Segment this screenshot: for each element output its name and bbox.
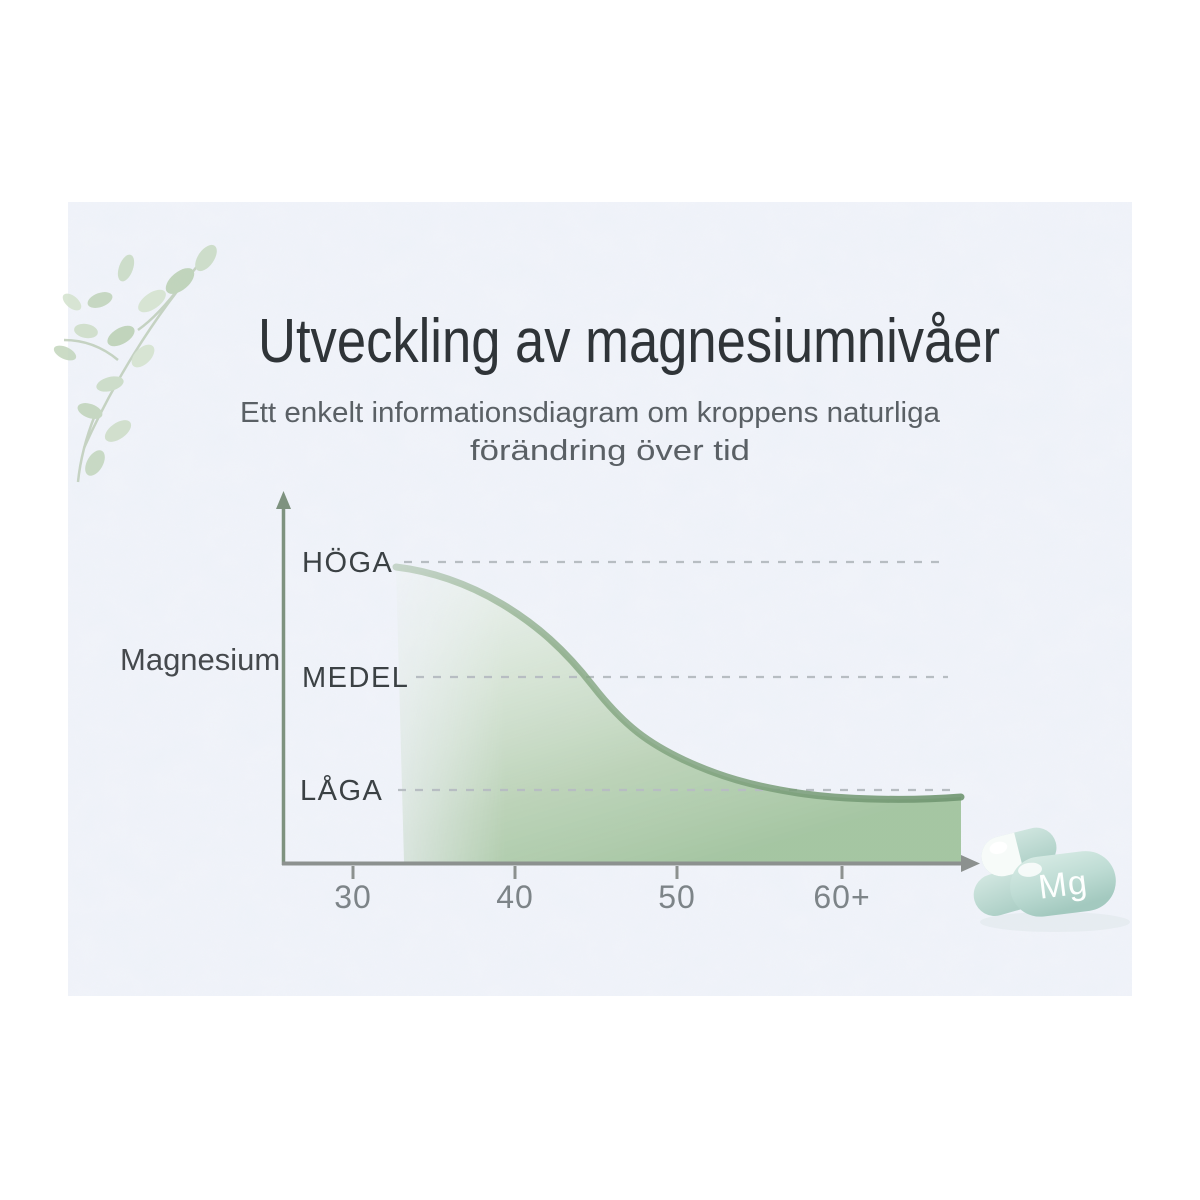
capsule-mg-highlight bbox=[1018, 862, 1042, 877]
mg-label: Mg bbox=[1036, 863, 1089, 907]
leaf-branch-icon bbox=[53, 244, 217, 483]
magnesium-chart: HÖGA MEDEL LÅGA Magnesium 30 40 50 60+ bbox=[120, 491, 980, 915]
capsule-white-cap bbox=[981, 832, 1024, 877]
level-label-hoga: HÖGA bbox=[302, 547, 393, 579]
magnesium-curve bbox=[392, 563, 965, 803]
capsule-highlight bbox=[989, 841, 1008, 855]
page-subtitle-line1: Ett enkelt informationsdiagram om kroppe… bbox=[240, 397, 941, 429]
x-tick-60plus: 60+ bbox=[813, 879, 870, 915]
level-label-medel: MEDEL bbox=[302, 662, 409, 694]
x-tick-30: 30 bbox=[334, 879, 372, 915]
x-axis-arrow-icon bbox=[961, 855, 980, 872]
page-title: Utveckling av magnesiumnivåer bbox=[258, 307, 1000, 376]
y-axis-title: Magnesium bbox=[120, 642, 280, 677]
page-subtitle-line2: förändring över tid bbox=[470, 435, 750, 467]
magnesium-area bbox=[396, 567, 961, 862]
y-axis-arrow-icon bbox=[276, 491, 291, 509]
x-tick-50: 50 bbox=[658, 879, 696, 915]
x-axis-ticks bbox=[351, 866, 844, 879]
capsule-shadow bbox=[980, 912, 1130, 932]
x-tick-40: 40 bbox=[496, 879, 534, 915]
axes bbox=[276, 491, 980, 879]
mg-capsules-icon: Mg bbox=[973, 827, 1130, 932]
paper-panel bbox=[68, 202, 1132, 996]
level-label-laga: LÅGA bbox=[300, 774, 383, 807]
